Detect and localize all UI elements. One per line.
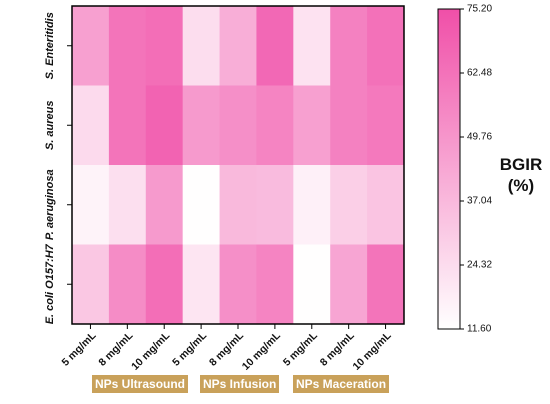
heatmap-cell bbox=[256, 165, 294, 245]
column-label: 5 mg/mL bbox=[281, 329, 320, 368]
heatmap-cell bbox=[72, 6, 110, 86]
row-label: E. coli O157:H7 bbox=[44, 243, 56, 324]
heatmap-cell bbox=[367, 6, 405, 86]
colorbar-tick-label: 24.32 bbox=[467, 260, 492, 271]
row-label: P. aeruginosa bbox=[44, 169, 56, 240]
heatmap-cell bbox=[330, 244, 368, 325]
heatmap-cell bbox=[293, 6, 331, 86]
heatmap-cell bbox=[182, 244, 221, 325]
colorbar-tick-label: 49.76 bbox=[467, 132, 492, 143]
heatmap-cell bbox=[108, 165, 147, 245]
colorbar-title-line2: (%) bbox=[508, 176, 534, 195]
colorbar-title-line1: BGIR bbox=[500, 155, 543, 174]
heatmap-cell bbox=[367, 165, 405, 245]
heatmap-cell bbox=[293, 165, 331, 245]
column-label: 5 mg/mL bbox=[170, 329, 209, 368]
heatmap-cells bbox=[72, 6, 405, 325]
colorbar-ticks: 75.20 62.48 49.76 37.04 24.32 11.60 bbox=[460, 4, 492, 335]
heatmap-cell bbox=[219, 165, 257, 245]
heatmap-cell bbox=[330, 165, 368, 245]
heatmap-cell bbox=[219, 6, 257, 86]
colorbar-tick-label: 75.20 bbox=[467, 4, 492, 15]
group-label-infusion: NPs Infusion bbox=[200, 375, 280, 393]
colorbar-tick-label: 37.04 bbox=[467, 196, 492, 207]
heatmap-cell bbox=[256, 85, 294, 166]
column-label: 10 mg/mL bbox=[129, 329, 173, 373]
colorbar-tick-label: 11.60 bbox=[467, 324, 492, 335]
group-label-maceration: NPs Maceration bbox=[293, 375, 390, 393]
colorbar-tick-label: 62.48 bbox=[467, 68, 492, 79]
heatmap-cell bbox=[256, 244, 294, 325]
heatmap-cell bbox=[293, 244, 331, 325]
heatmap-cell bbox=[256, 6, 294, 86]
heatmap-cell bbox=[293, 85, 331, 166]
row-label: S. Enteritidis bbox=[44, 12, 56, 79]
row-labels: S. Enteritidis S. aureus P. aeruginosa E. c… bbox=[44, 12, 72, 324]
heatmap-cell bbox=[108, 6, 147, 86]
column-label: 10 mg/mL bbox=[240, 329, 284, 373]
heatmap-cell bbox=[72, 165, 110, 245]
heatmap-cell bbox=[145, 6, 184, 86]
heatmap-cell bbox=[145, 244, 184, 325]
column-label: 5 mg/mL bbox=[60, 329, 99, 368]
row-label: S. aureus bbox=[44, 100, 56, 150]
heatmap-cell bbox=[108, 85, 147, 166]
heatmap-cell bbox=[182, 85, 221, 166]
heatmap-cell bbox=[72, 85, 110, 166]
heatmap-cell bbox=[367, 244, 405, 325]
group-label-ultrasound: NPs Ultrasound bbox=[92, 375, 189, 393]
heatmap-cell bbox=[145, 85, 184, 166]
heatmap-cell bbox=[367, 85, 405, 166]
heatmap-cell bbox=[72, 244, 110, 325]
heatmap-cell bbox=[330, 6, 368, 86]
heatmap-cell bbox=[108, 244, 147, 325]
column-label: 10 mg/mL bbox=[351, 329, 395, 373]
heatmap-cell bbox=[145, 165, 184, 245]
heatmap-cell bbox=[219, 85, 257, 166]
heatmap-cell bbox=[330, 85, 368, 166]
heatmap-cell bbox=[182, 6, 221, 86]
heatmap-cell bbox=[219, 244, 257, 325]
heatmap-cell bbox=[182, 165, 221, 245]
colorbar bbox=[437, 8, 461, 330]
